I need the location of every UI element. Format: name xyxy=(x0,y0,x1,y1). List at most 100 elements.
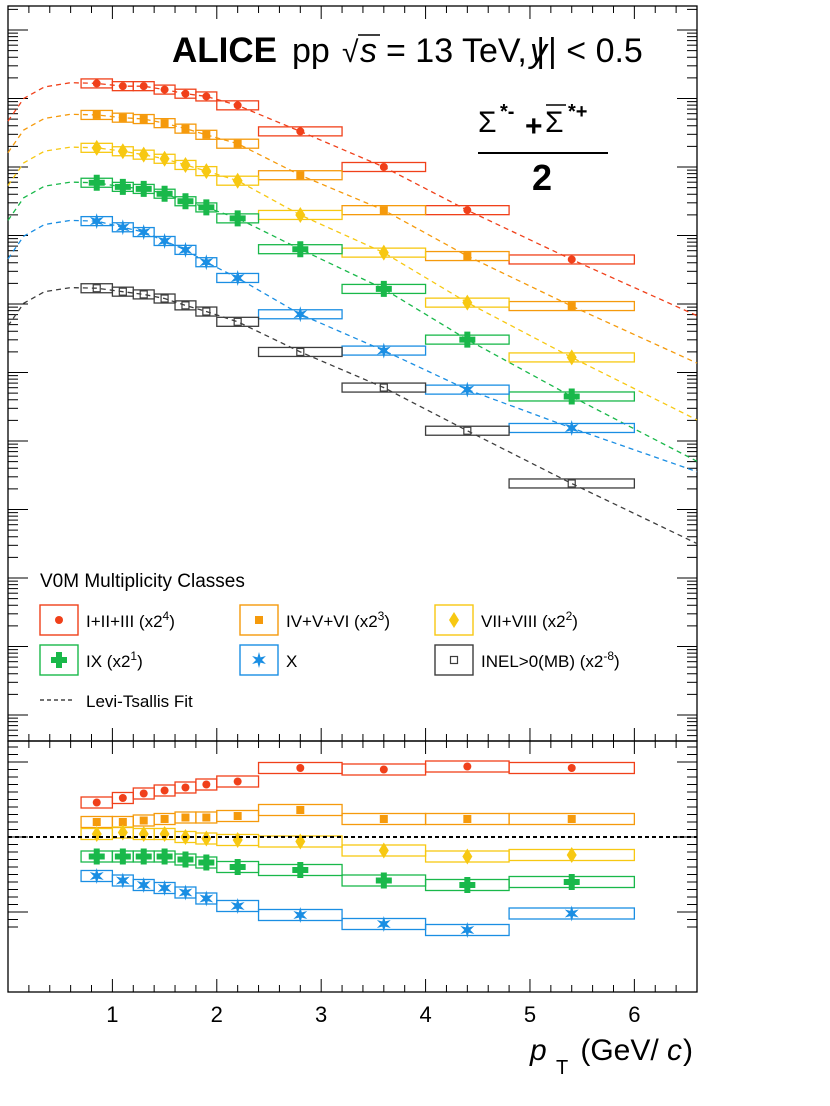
legend-label: IV+V+VI (x23) xyxy=(286,609,390,631)
legend-fit-label: Levi-Tsallis Fit xyxy=(86,692,193,711)
ratio-point xyxy=(463,762,472,771)
data-point xyxy=(292,241,309,258)
legend-box xyxy=(239,604,279,636)
data-point xyxy=(180,156,191,173)
data-point xyxy=(230,270,245,286)
data-point xyxy=(92,79,101,88)
ratio-point xyxy=(459,877,476,893)
data-point xyxy=(459,331,476,348)
x-axis-label-c: c xyxy=(667,1034,682,1067)
ratio-point xyxy=(136,877,151,893)
ratio-point xyxy=(92,818,101,826)
data-point xyxy=(563,388,580,405)
data-point xyxy=(88,174,105,191)
data-point xyxy=(135,180,152,197)
fit-curve xyxy=(7,219,698,473)
ratio-point xyxy=(199,890,214,907)
ratio-point xyxy=(160,815,169,823)
data-point xyxy=(157,233,172,249)
ratio-point xyxy=(293,907,308,923)
legend-box xyxy=(39,604,79,636)
data-point xyxy=(181,124,190,133)
data-point xyxy=(89,213,104,230)
header-sqrt: √ xyxy=(342,36,359,69)
data-point xyxy=(199,254,214,271)
data-point xyxy=(379,163,388,171)
header-rapidity: | < 0.5 xyxy=(548,32,643,70)
ratio-point xyxy=(118,818,127,826)
legend-marker xyxy=(252,652,266,668)
ratio-point xyxy=(564,905,579,922)
ratio-point xyxy=(139,816,148,825)
ratio-point xyxy=(135,848,152,865)
ratio-point xyxy=(379,815,388,823)
data-point xyxy=(181,89,190,98)
ratio-point xyxy=(296,764,305,772)
syst-box xyxy=(424,425,510,436)
syst-box xyxy=(341,161,427,173)
data-point xyxy=(198,199,215,216)
ratio-point xyxy=(230,898,245,914)
data-point xyxy=(160,119,169,128)
syst-box xyxy=(216,316,260,327)
ratio-point xyxy=(177,851,194,868)
ratio-point xyxy=(157,880,172,896)
legend-marker xyxy=(449,612,459,628)
data-point xyxy=(375,280,392,297)
ratio-syst-box xyxy=(508,812,636,826)
ratio-syst-box xyxy=(508,761,636,775)
particle-sup-minus: *- xyxy=(500,101,514,123)
ratio-point xyxy=(462,848,473,865)
data-point xyxy=(229,210,246,227)
data-point xyxy=(118,287,127,296)
data-point xyxy=(117,143,128,160)
ratio-point xyxy=(375,872,392,889)
syst-box xyxy=(257,170,343,181)
ratio-point xyxy=(463,815,472,823)
ratio-point xyxy=(378,842,389,859)
data-point xyxy=(177,193,194,210)
data-point xyxy=(567,302,576,311)
ratio-point xyxy=(563,874,580,890)
ratio-syst-box xyxy=(257,803,343,817)
data-point xyxy=(233,139,242,148)
ratio-point xyxy=(376,916,391,932)
ratio-point xyxy=(198,854,215,871)
ratio-point xyxy=(156,848,173,865)
data-point xyxy=(233,317,242,326)
ratio-point xyxy=(202,780,211,789)
syst-box xyxy=(216,138,260,149)
data-point xyxy=(463,252,472,261)
x-axis-label-p: p xyxy=(529,1034,547,1067)
data-point xyxy=(296,347,305,357)
header-y: y xyxy=(528,32,549,70)
particle-sigma-plus: Σ xyxy=(545,106,564,139)
ratio-point xyxy=(118,794,127,802)
ratio-point xyxy=(233,777,242,786)
ratio-point xyxy=(89,868,104,884)
ratio-point xyxy=(178,884,193,901)
ratio-point xyxy=(181,813,190,822)
syst-box xyxy=(195,91,218,102)
data-point xyxy=(202,130,211,139)
x-tick-label: 1 xyxy=(106,1002,118,1027)
data-point xyxy=(232,172,243,189)
ratio-point xyxy=(460,922,475,938)
legend-marker xyxy=(449,655,459,665)
data-point xyxy=(160,294,169,303)
particle-denominator: 2 xyxy=(532,157,552,198)
legend-label: X xyxy=(286,652,297,671)
data-point xyxy=(296,127,305,136)
legend-box xyxy=(239,644,279,676)
data-point xyxy=(138,146,149,163)
x-axis-label-sub: T xyxy=(556,1057,568,1079)
legend-label: I+II+III (x24) xyxy=(86,609,175,631)
data-point xyxy=(296,171,305,180)
header-system: pp xyxy=(292,32,330,70)
ratio-point xyxy=(566,847,577,863)
legend: I+II+III (x24) IV+V+VI (x23) VII+VIII (x22… xyxy=(39,604,620,676)
syst-box xyxy=(216,100,260,111)
data-point xyxy=(139,115,148,124)
ratio-point xyxy=(202,813,211,822)
data-point xyxy=(115,219,130,236)
